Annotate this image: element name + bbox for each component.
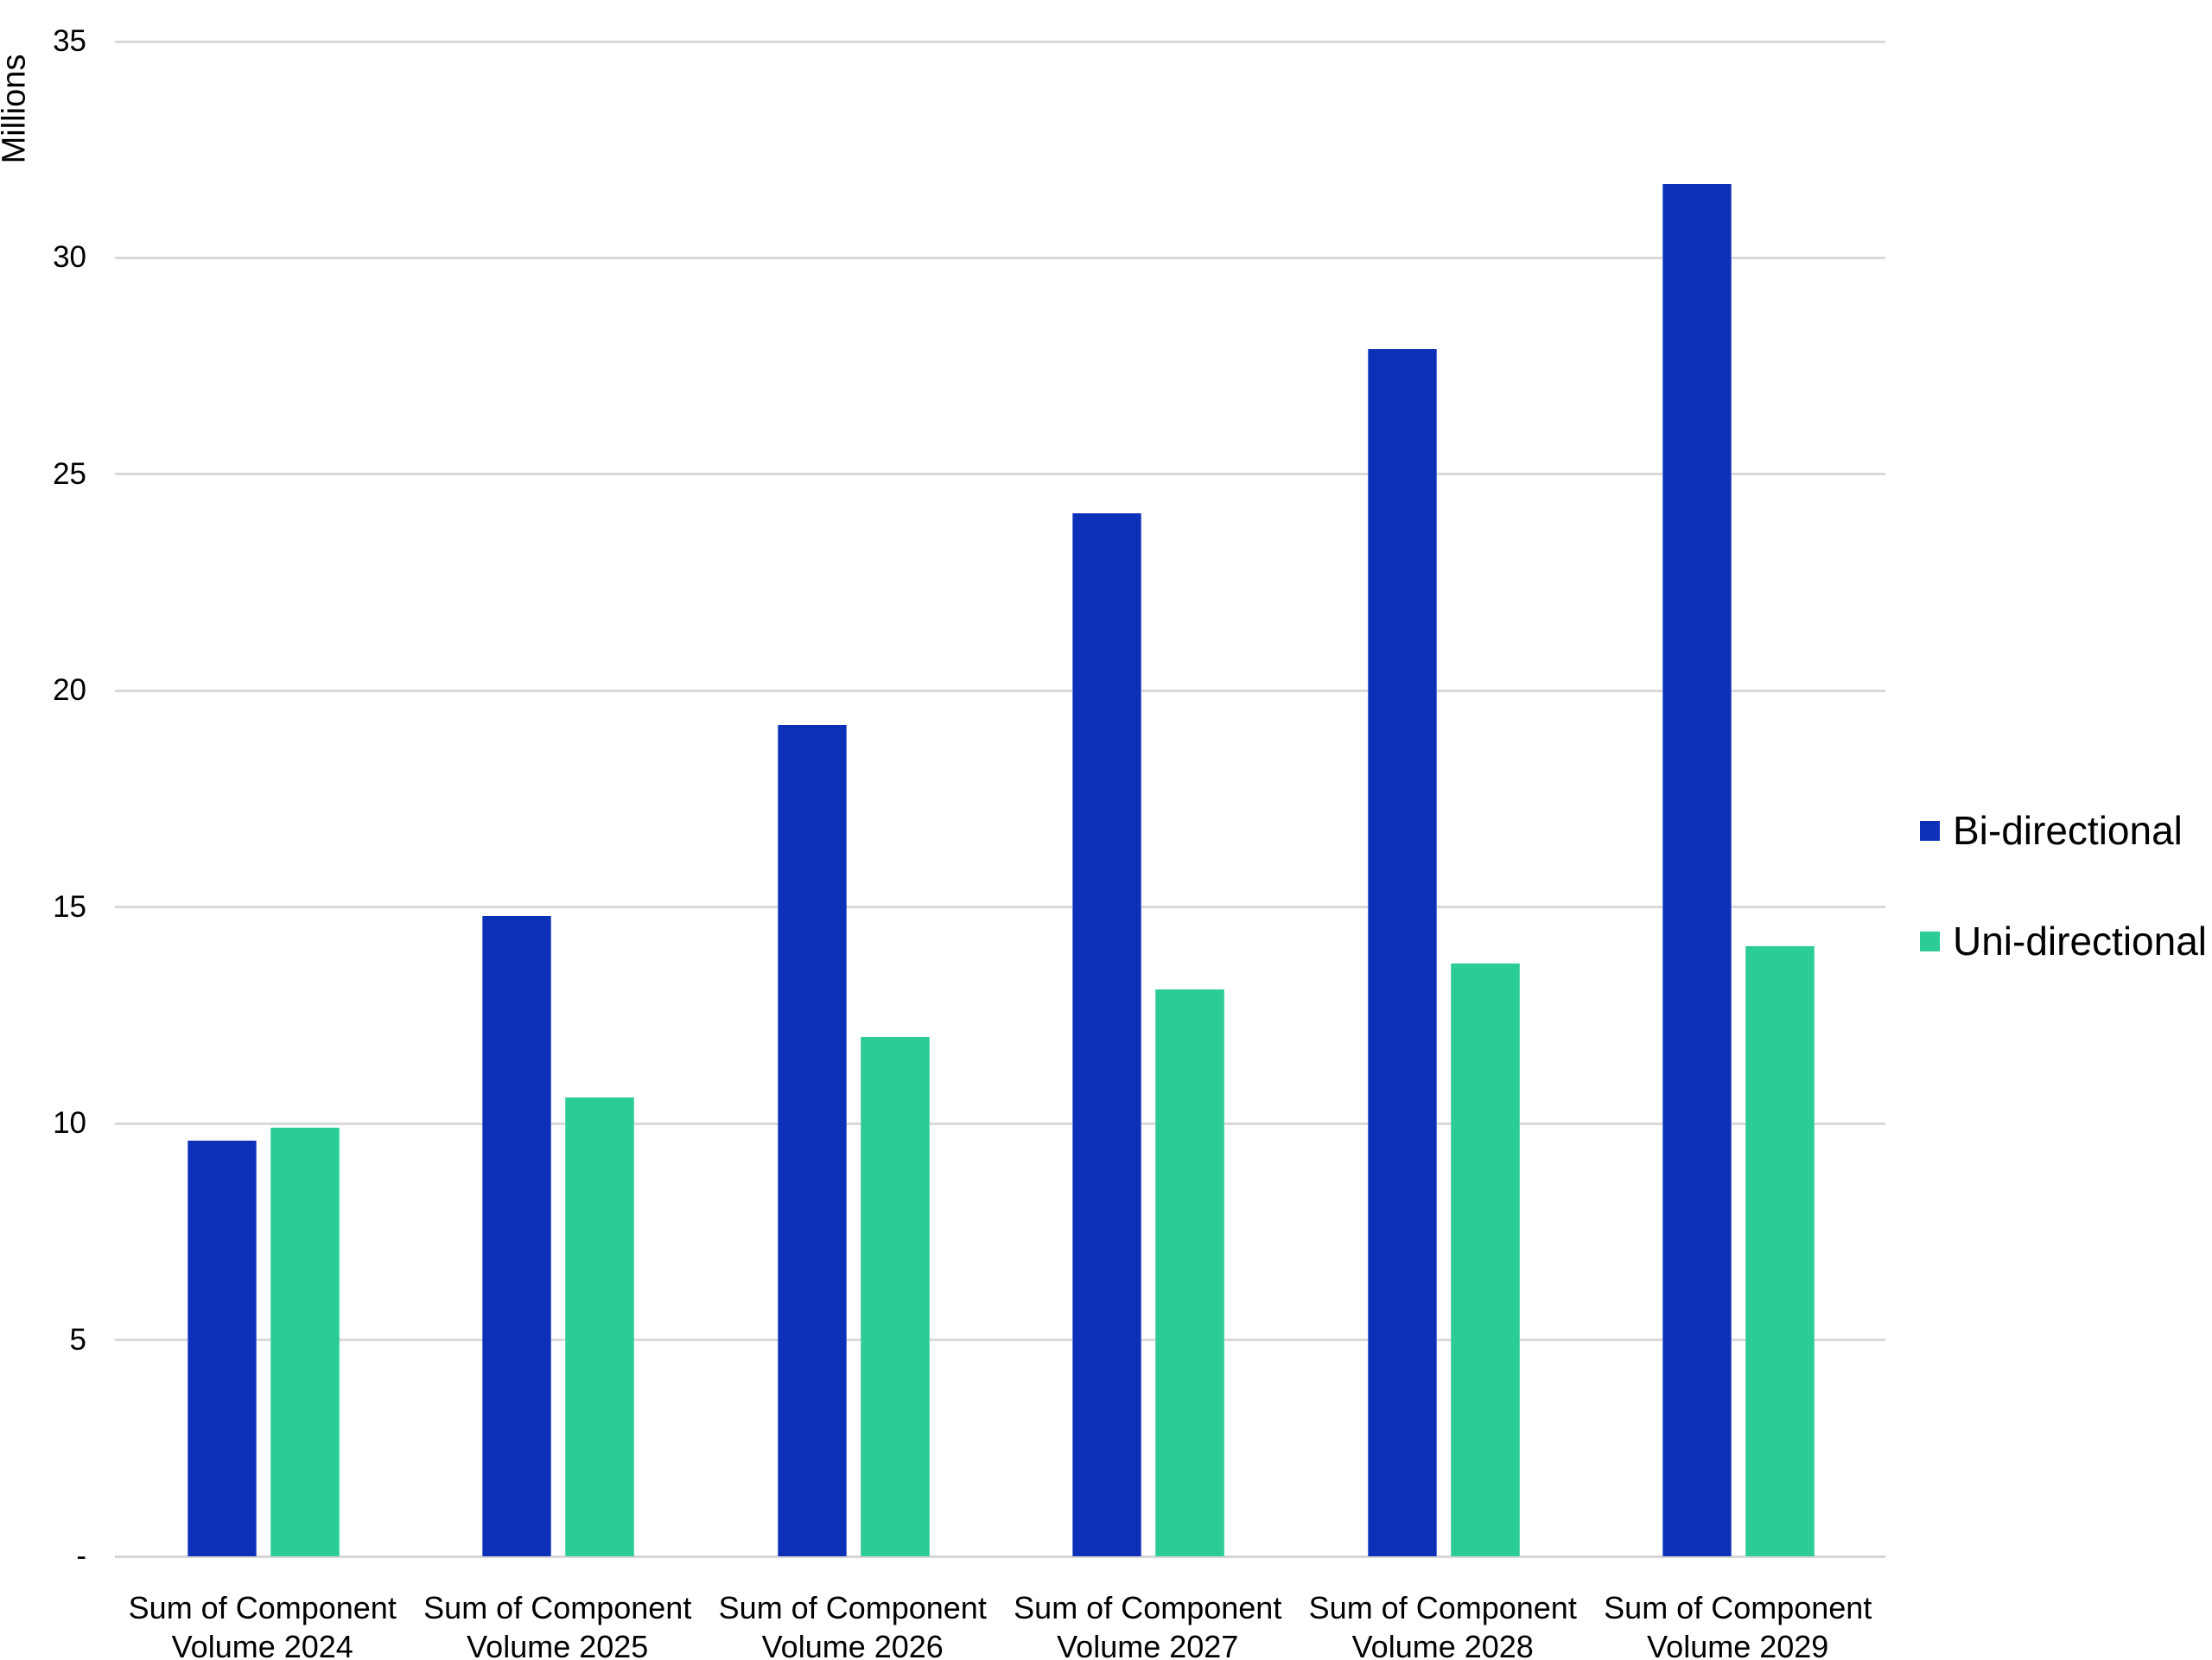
gridline: [115, 906, 1885, 909]
legend-label: Uni-directional: [1953, 919, 2208, 964]
y-tick-label: 25: [53, 456, 86, 491]
bar-uni-directional-2028: [1450, 963, 1520, 1556]
gridline: [115, 473, 1885, 476]
gridline: [115, 1339, 1885, 1342]
bar-bi-directional-2026: [777, 725, 847, 1556]
bar-uni-directional-2027: [1155, 989, 1225, 1556]
gridline: [115, 256, 1885, 259]
bar-uni-directional-2025: [565, 1097, 635, 1556]
legend-swatch-uni-directional: [1920, 931, 1940, 951]
x-axis-line: [115, 1555, 1885, 1558]
bar-bi-directional-2027: [1072, 512, 1142, 1556]
x-axis-label-2025: Sum of Component Volume 2025: [423, 1590, 692, 1660]
y-axis-title: Millions: [0, 54, 33, 164]
y-tick-label: 35: [53, 24, 86, 58]
bar-uni-directional-2029: [1745, 945, 1815, 1556]
bar-uni-directional-2026: [860, 1036, 930, 1556]
y-tick-label: 30: [53, 240, 86, 275]
x-axis-label-2026: Sum of Component Volume 2026: [718, 1590, 987, 1660]
legend-swatch-bi-directional: [1920, 820, 1940, 841]
gridline: [115, 689, 1885, 692]
x-axis-label-2027: Sum of Component Volume 2027: [1014, 1590, 1282, 1660]
legend-item-bi-directional: Bi-directional: [1920, 808, 2183, 853]
bar-bi-directional-2028: [1367, 348, 1437, 1556]
bar-bi-directional-2029: [1662, 184, 1732, 1556]
y-tick-label: 10: [53, 1106, 86, 1141]
y-tick-label: 15: [53, 889, 86, 924]
bar-bi-directional-2024: [187, 1141, 257, 1556]
gridline: [115, 40, 1885, 43]
x-axis-label-2028: Sum of Component Volume 2028: [1308, 1590, 1577, 1660]
x-axis-label-2024: Sum of Component Volume 2024: [128, 1590, 397, 1660]
x-axis-label-2029: Sum of Component Volume 2029: [1604, 1590, 1872, 1660]
y-tick-label: -: [76, 1539, 86, 1573]
legend-item-uni-directional: Uni-directional: [1920, 919, 2207, 964]
bar-bi-directional-2025: [482, 915, 552, 1556]
gridline: [115, 1122, 1885, 1125]
bar-uni-directional-2024: [270, 1128, 340, 1556]
legend-label: Bi-directional: [1953, 808, 2183, 853]
y-tick-label: 5: [69, 1322, 86, 1357]
y-tick-label: 20: [53, 673, 86, 708]
